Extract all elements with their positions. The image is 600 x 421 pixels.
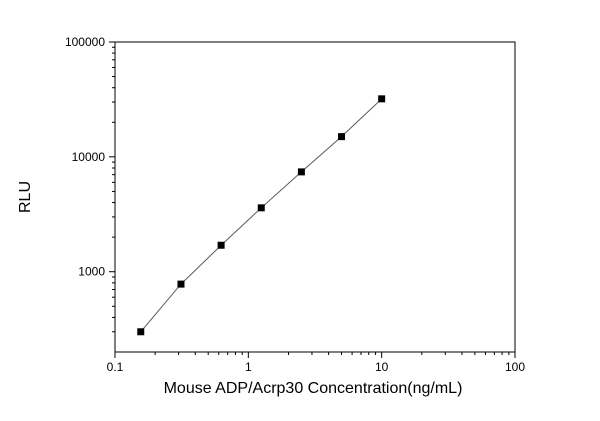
y-tick-label: 100000 [65,35,105,49]
data-point-marker [257,204,265,212]
x-tick-label: 10 [375,360,389,374]
data-point-marker [137,328,145,336]
data-point-marker [338,133,346,141]
y-axis-title: RLU [17,181,34,213]
plot-axes-and-data-layer: 0.1 1 10 100 1000 10000 100000 [65,35,525,374]
standard-curve-line [140,98,383,333]
data-point-marker [177,280,185,288]
y-tick-label: 10000 [72,150,106,164]
x-tick-label: 0.1 [107,360,124,374]
x-tick-label: 1 [245,360,252,374]
x-tick-label: 100 [505,360,525,374]
y-tick-label: 1000 [78,265,105,279]
x-axis-title: Mouse ADP/Acrp30 Concentration(ng/mL) [164,380,463,397]
plot-frame [114,41,516,353]
data-point-marker [217,241,225,249]
data-point-marker [378,95,386,103]
data-point-marker [297,168,305,176]
